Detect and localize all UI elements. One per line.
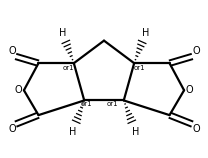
Text: or1: or1: [106, 101, 118, 107]
Text: O: O: [186, 85, 193, 95]
Text: or1: or1: [80, 101, 92, 107]
Text: O: O: [15, 85, 22, 95]
Text: H: H: [131, 127, 139, 137]
Text: or1: or1: [134, 65, 145, 71]
Text: H: H: [142, 28, 149, 38]
Text: O: O: [8, 124, 16, 134]
Text: or1: or1: [63, 65, 74, 71]
Text: O: O: [192, 124, 200, 134]
Text: O: O: [8, 46, 16, 56]
Text: H: H: [59, 28, 66, 38]
Text: O: O: [192, 46, 200, 56]
Text: H: H: [69, 127, 77, 137]
